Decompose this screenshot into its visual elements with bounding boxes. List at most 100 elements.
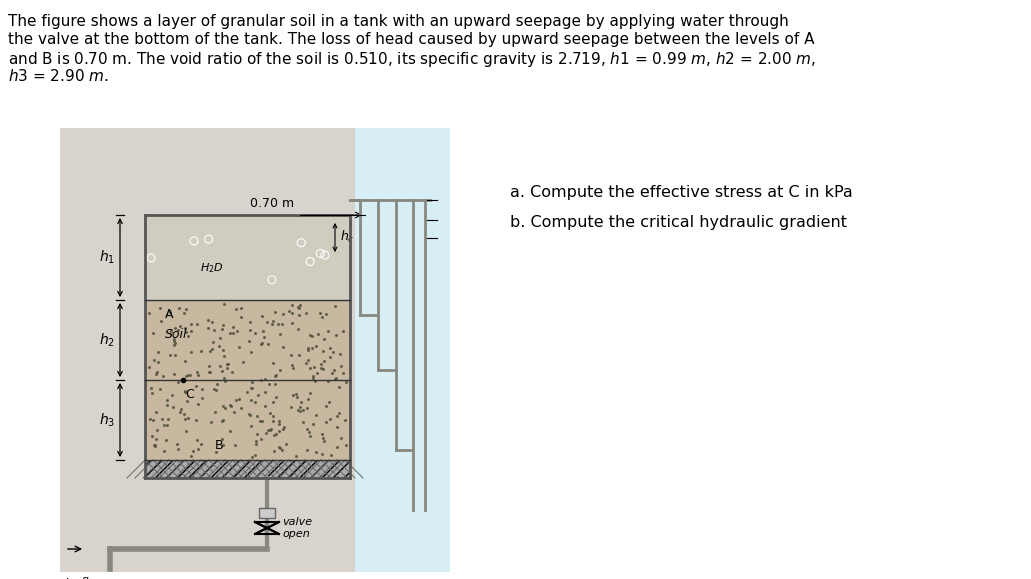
Point xyxy=(291,350,307,360)
Point xyxy=(210,342,227,351)
Point xyxy=(233,313,250,322)
Point xyxy=(320,327,336,336)
Point xyxy=(274,445,291,455)
Point xyxy=(214,401,231,411)
Point xyxy=(178,305,195,314)
Point xyxy=(338,378,355,387)
Point xyxy=(247,397,264,406)
Point xyxy=(147,435,164,444)
Point xyxy=(314,429,331,438)
Point xyxy=(213,324,230,333)
Text: the valve at the bottom of the tank. The loss of head caused by upward seepage b: the valve at the bottom of the tank. The… xyxy=(8,32,814,47)
Point xyxy=(241,409,258,419)
Text: a. Compute the effective stress at C in kPa: a. Compute the effective stress at C in … xyxy=(510,185,853,200)
Point xyxy=(175,409,192,419)
Point xyxy=(267,430,284,439)
Point xyxy=(217,376,233,385)
Text: A: A xyxy=(165,308,173,321)
Point xyxy=(222,401,238,410)
Point xyxy=(190,400,206,409)
Point xyxy=(328,331,344,340)
Bar xyxy=(145,300,350,460)
Point xyxy=(170,378,187,387)
Point xyxy=(326,365,342,375)
Point xyxy=(177,371,194,380)
Point xyxy=(265,316,281,325)
Point xyxy=(265,417,281,426)
Point xyxy=(288,452,304,461)
Point xyxy=(220,360,236,369)
Point xyxy=(258,428,274,438)
Text: $h_1$: $h_1$ xyxy=(99,248,115,266)
Text: $h_2$: $h_2$ xyxy=(99,331,115,349)
Point xyxy=(166,340,182,349)
Point xyxy=(201,361,218,370)
Point xyxy=(291,303,307,313)
Point xyxy=(274,424,291,434)
Point xyxy=(285,301,301,310)
Point xyxy=(170,303,187,313)
Point xyxy=(243,384,260,393)
Point xyxy=(154,414,170,423)
Bar xyxy=(259,508,275,518)
Point xyxy=(205,338,222,347)
Point xyxy=(222,329,238,338)
Point xyxy=(165,403,181,412)
Point xyxy=(300,394,317,403)
Point xyxy=(335,368,352,378)
Point xyxy=(282,403,299,412)
Point xyxy=(325,347,341,356)
Point xyxy=(214,320,231,329)
Point xyxy=(284,361,300,370)
Point xyxy=(309,329,326,339)
Bar xyxy=(145,215,350,300)
Point xyxy=(188,416,204,425)
Point xyxy=(254,434,270,444)
Point xyxy=(215,441,232,450)
Point xyxy=(298,424,314,434)
Text: B: B xyxy=(215,439,224,452)
Point xyxy=(313,359,330,368)
Point xyxy=(242,411,259,420)
Point xyxy=(305,371,322,380)
Point xyxy=(213,435,230,444)
Point xyxy=(145,356,162,365)
Point xyxy=(277,439,294,449)
Point xyxy=(244,378,261,387)
Text: $H_2D$: $H_2D$ xyxy=(200,261,224,275)
Point xyxy=(308,368,325,378)
Point xyxy=(290,324,306,334)
Point xyxy=(253,339,269,349)
Point xyxy=(143,388,160,397)
Point xyxy=(257,401,273,411)
Point xyxy=(201,367,218,376)
Point xyxy=(145,328,162,338)
Point xyxy=(327,301,343,310)
Point xyxy=(178,328,195,337)
Point xyxy=(243,383,260,393)
Point xyxy=(179,371,196,380)
Point xyxy=(293,397,309,406)
Point xyxy=(258,375,274,384)
Point xyxy=(308,448,325,457)
Point xyxy=(267,372,284,381)
Point xyxy=(247,439,264,449)
Point xyxy=(199,324,215,333)
Point xyxy=(307,376,324,385)
Point xyxy=(302,331,319,340)
Point xyxy=(321,398,337,407)
Point xyxy=(175,309,192,318)
Point xyxy=(292,406,308,416)
Point xyxy=(302,431,319,440)
Point xyxy=(207,385,224,394)
Point xyxy=(212,361,229,371)
Point xyxy=(252,417,268,426)
Point xyxy=(318,417,334,427)
Point xyxy=(166,324,182,333)
Point xyxy=(147,408,164,417)
Point xyxy=(322,415,338,424)
Point xyxy=(146,441,163,450)
Point xyxy=(312,364,329,373)
Point xyxy=(200,316,217,325)
Point xyxy=(144,432,161,441)
